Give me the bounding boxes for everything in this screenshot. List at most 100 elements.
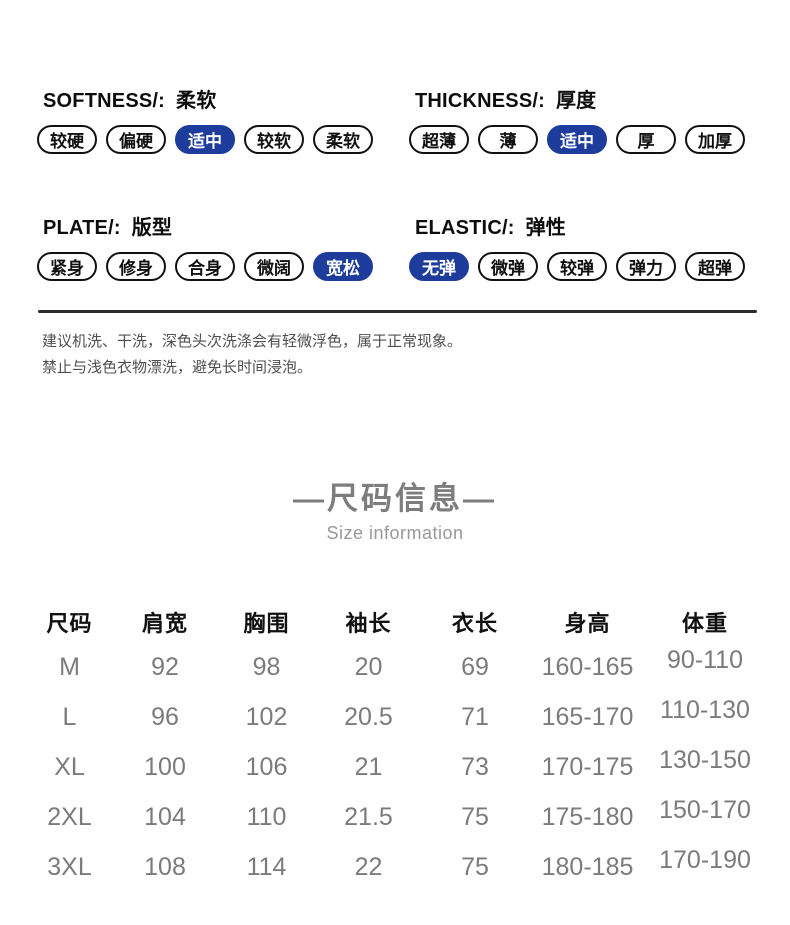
elastic-pill-group: 无弹 微弹 较弹 弹力 超弹 <box>409 252 745 281</box>
softness-pill-group: 较硬 偏硬 适中 较软 柔软 <box>37 125 373 154</box>
size-table-cell-2-1: 100 <box>114 742 216 792</box>
option-pill-3-2: 较弹 <box>547 252 607 281</box>
size-table-cell-3-4: 75 <box>420 792 530 842</box>
option-pill-0-2-selected: 适中 <box>175 125 235 154</box>
size-table-cell-3-2: 110 <box>216 792 317 842</box>
size-table-header-cell-5: 身高 <box>564 611 611 636</box>
size-table-cell-3-5: 175-180 <box>530 792 645 842</box>
size-table-header-cell-6: 体重 <box>681 611 728 636</box>
size-table-cell-1-5: 165-170 <box>530 692 645 742</box>
option-pill-1-3: 厚 <box>616 125 676 154</box>
size-table-cell-text: 96 <box>151 702 179 731</box>
care-note-line-2: 禁止与浅色衣物漂洗，避免长时间浸泡。 <box>42 359 313 376</box>
size-table-row-3: 2XL 104 110 21.5 75 175-180 150-170 <box>25 792 765 842</box>
option-pill-3-0-selected: 无弹 <box>409 252 469 281</box>
thickness-label-en: THICKNESS/: <box>415 90 545 112</box>
size-table-cell-text: 75 <box>461 852 489 881</box>
size-table-cell-text: 104 <box>144 802 186 831</box>
attribute-row-2: PLATE/: 版型 紧身 修身 合身 微阔 宽松 ELASTIC/: 弹性 无弹 微弹 较弹弹… <box>0 211 790 281</box>
plate-label: PLATE/: 版型 <box>37 211 373 240</box>
option-pill-1-4: 加厚 <box>685 125 745 154</box>
size-table-cell-3-6: 150-170 <box>645 792 765 842</box>
size-table: 尺码 肩宽 胸围 袖长 衣长 身高 体重 M 92 98 20 69 160-165 90-110 L 96… <box>25 602 765 892</box>
size-table-header-cell-1: 肩宽 <box>141 611 188 636</box>
size-table-cell-text: 114 <box>246 852 287 881</box>
size-table-cell-1-6: 110-130 <box>645 692 765 742</box>
elastic-label-en: ELASTIC/: <box>415 217 515 239</box>
size-table-cell-4-0: 3XL <box>25 842 114 892</box>
option-pill-2-3: 微阔 <box>244 252 304 281</box>
plate-label-zh: 版型 <box>131 217 173 239</box>
size-table-cell-4-1: 108 <box>114 842 216 892</box>
size-table-cell-2-3: 21 <box>317 742 420 792</box>
attribute-group-thickness: THICKNESS/: 厚度 超薄薄适中厚加厚 <box>409 84 745 154</box>
option-pill-1-2-selected: 适中 <box>547 125 607 154</box>
size-table-cell-text: 22 <box>354 852 383 881</box>
size-table-cell-0-3: 20 <box>317 642 420 692</box>
size-info-subtitle: Size information <box>326 523 464 543</box>
size-table-cell-text: 110-130 <box>660 695 750 724</box>
size-table-header-row: 尺码 肩宽 胸围 袖长 衣长 身高 体重 <box>25 602 765 642</box>
option-pill-3-1: 微弹 <box>478 252 538 281</box>
size-table-header-cell-4: 衣长 <box>451 611 498 636</box>
softness-label-zh: 柔软 <box>176 90 217 112</box>
size-table-row-4: 3XL 108 114 22 75 180-185 170-190 <box>25 842 765 892</box>
size-table-header-cell-0: 尺码 <box>46 611 93 636</box>
size-table-cell-text: 150-170 <box>659 795 751 824</box>
size-table-cell-1-1: 96 <box>114 692 216 742</box>
attribute-group-softness: SOFTNESS/: 柔软 较硬 偏硬 适中 较软 柔软 <box>37 84 373 154</box>
option-pill-0-1: 偏硬 <box>106 125 166 154</box>
thickness-label-zh: 厚度 <box>555 90 597 112</box>
softness-label-en: SOFTNESS/: <box>43 90 166 112</box>
size-table-row-2: XL 100 106 21 73 170-175 130-150 <box>25 742 765 792</box>
size-table-cell-1-0: L <box>25 692 114 742</box>
size-table-row-0: M 92 98 20 69 160-165 90-110 <box>25 642 765 692</box>
thickness-label: THICKNESS/: 厚度 <box>409 84 745 113</box>
size-table-cell-0-4: 69 <box>420 642 530 692</box>
option-pill-2-0: 紧身 <box>37 252 97 281</box>
size-table-cell-text: 106 <box>245 752 288 781</box>
size-table-cell-text: 100 <box>144 752 186 781</box>
size-table-cell-text: 69 <box>461 652 489 681</box>
size-table-cell-2-4: 73 <box>420 742 530 792</box>
size-table-cell-text: 180-185 <box>541 852 634 881</box>
size-table-cell-4-6: 170-190 <box>645 842 765 892</box>
elastic-label: ELASTIC/: 弹性 <box>409 211 745 240</box>
size-table-row-1: L 96 102 20.5 71 165-170 110-130 <box>25 692 765 742</box>
size-table-cell-text: 3XL <box>47 852 92 881</box>
option-pill-2-4-selected: 宽松 <box>313 252 373 281</box>
size-table-cell-text: 170-175 <box>541 752 634 781</box>
size-table-cell-text: 73 <box>461 752 489 781</box>
size-table-cell-1-4: 71 <box>420 692 530 742</box>
elastic-label-zh: 弹性 <box>525 217 566 239</box>
attribute-group-elastic: ELASTIC/: 弹性 无弹 微弹 较弹 弹力 超弹 <box>409 211 745 281</box>
size-table-cell-text: 102 <box>245 702 288 731</box>
size-table-cell-text: 20 <box>354 652 383 681</box>
size-table-cell-text: 110 <box>246 802 287 831</box>
option-pill-2-1: 修身 <box>106 252 166 281</box>
option-pill-3-4: 超弹 <box>685 252 745 281</box>
attributes-section: SOFTNESS/: 柔软 较硬 偏硬 适中 较软 柔软 THICKNESS/: 厚度 超薄… <box>0 0 790 281</box>
size-table-cell-0-0: M <box>25 642 114 692</box>
size-table-body: M 92 98 20 69 160-165 90-110 L 96 102 20.5 71 165-17… <box>25 642 765 892</box>
size-table-cell-2-5: 170-175 <box>530 742 645 792</box>
size-table-cell-text: 71 <box>461 702 489 731</box>
size-table-cell-text: 21.5 <box>344 802 393 831</box>
size-table-cell-3-3: 21.5 <box>317 792 420 842</box>
size-table-header-cell-2: 胸围 <box>243 611 290 636</box>
size-table-cell-text: XL <box>54 752 85 781</box>
thickness-pill-group: 超薄薄适中厚加厚 <box>409 125 745 154</box>
size-table-cell-text: 165-170 <box>541 702 634 731</box>
option-pill-3-3: 弹力 <box>616 252 676 281</box>
size-table-cell-text: 108 <box>144 852 186 881</box>
size-info-title: —尺码信息— <box>293 481 497 516</box>
size-table-cell-4-3: 22 <box>317 842 420 892</box>
size-table-cell-text: 92 <box>151 652 179 681</box>
size-table-cell-0-5: 160-165 <box>530 642 645 692</box>
size-table-cell-text: 21 <box>354 752 383 781</box>
size-table-cell-2-6: 130-150 <box>645 742 765 792</box>
size-table-cell-text: 20.5 <box>344 702 393 731</box>
option-pill-1-1: 薄 <box>478 125 538 154</box>
size-table-cell-4-2: 114 <box>216 842 317 892</box>
option-pill-0-3: 较软 <box>244 125 304 154</box>
